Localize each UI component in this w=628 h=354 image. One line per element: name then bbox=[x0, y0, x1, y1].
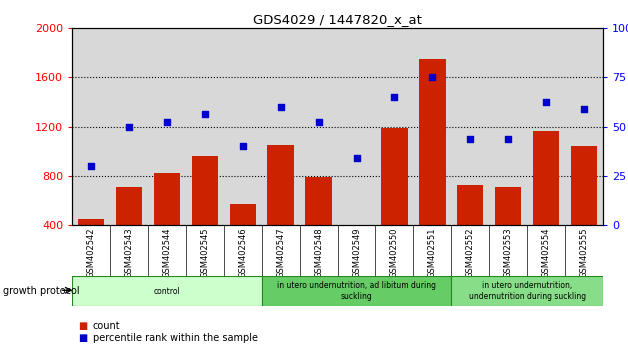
Point bbox=[124, 124, 134, 129]
Text: in utero undernutrition,
undernutrition during suckling: in utero undernutrition, undernutrition … bbox=[468, 281, 586, 301]
Bar bbox=[305, 177, 332, 274]
Text: ■: ■ bbox=[78, 321, 88, 331]
Bar bbox=[533, 131, 560, 274]
Bar bbox=[571, 146, 597, 274]
Bar bbox=[495, 187, 521, 274]
Text: percentile rank within the sample: percentile rank within the sample bbox=[93, 333, 258, 343]
Point bbox=[427, 75, 437, 80]
Bar bbox=[381, 128, 408, 274]
Bar bbox=[78, 219, 104, 274]
Text: control: control bbox=[154, 287, 180, 296]
Bar bbox=[419, 59, 446, 274]
Point bbox=[541, 99, 551, 105]
Bar bbox=[192, 156, 218, 274]
Bar bbox=[268, 145, 294, 274]
Bar bbox=[116, 187, 143, 274]
Bar bbox=[344, 226, 370, 274]
FancyBboxPatch shape bbox=[72, 276, 262, 306]
Title: GDS4029 / 1447820_x_at: GDS4029 / 1447820_x_at bbox=[253, 13, 422, 26]
Bar bbox=[229, 204, 256, 274]
Text: count: count bbox=[93, 321, 121, 331]
Bar bbox=[154, 173, 180, 274]
Point bbox=[352, 156, 362, 161]
Point bbox=[389, 94, 399, 100]
Point bbox=[276, 104, 286, 110]
Bar bbox=[457, 185, 484, 274]
Text: growth protocol: growth protocol bbox=[3, 286, 80, 296]
Point bbox=[86, 163, 96, 169]
Point bbox=[162, 119, 172, 125]
Text: ■: ■ bbox=[78, 333, 88, 343]
FancyBboxPatch shape bbox=[262, 276, 452, 306]
Point bbox=[238, 143, 248, 149]
Text: in utero undernutrition, ad libitum during
suckling: in utero undernutrition, ad libitum duri… bbox=[277, 281, 436, 301]
FancyBboxPatch shape bbox=[452, 276, 603, 306]
Point bbox=[313, 119, 323, 125]
Point bbox=[579, 107, 589, 112]
Point bbox=[465, 136, 475, 142]
Point bbox=[503, 136, 513, 142]
Point bbox=[200, 112, 210, 117]
